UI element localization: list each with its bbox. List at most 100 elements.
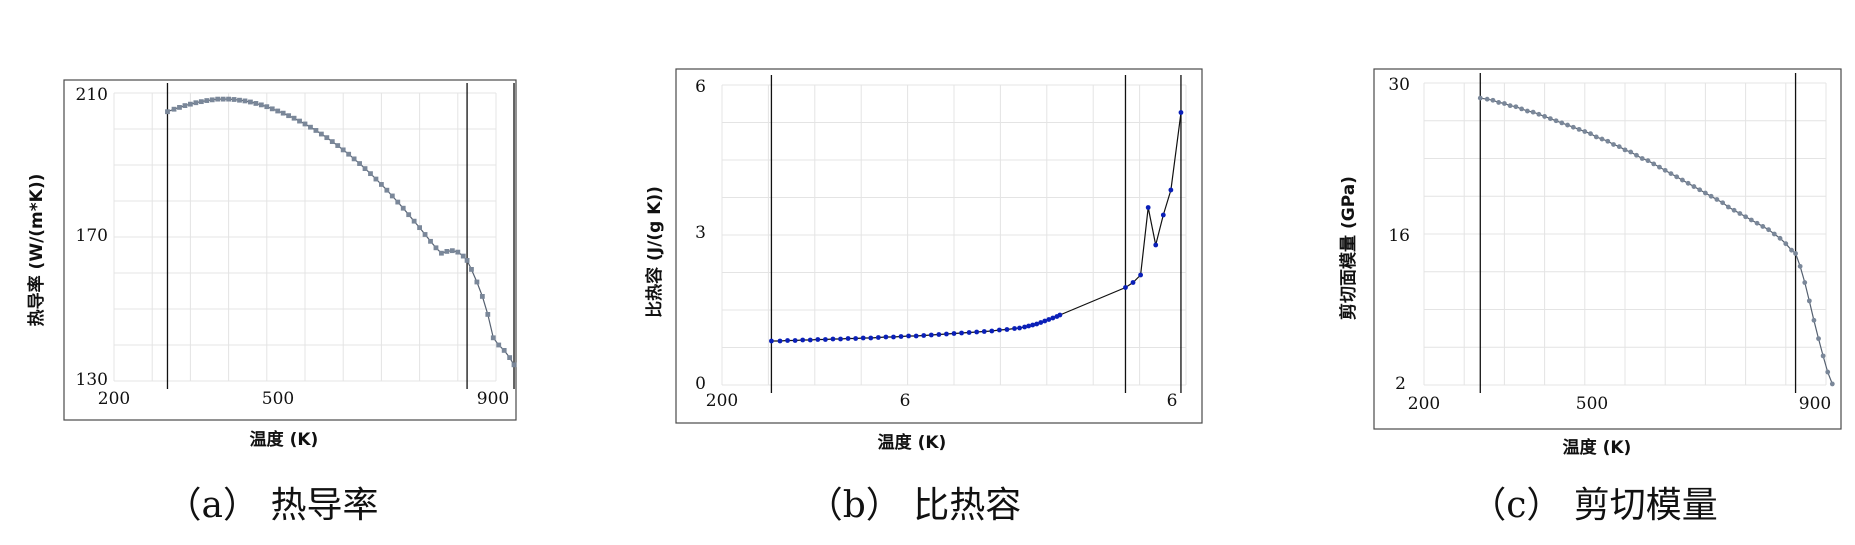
panel-a-xtick-mid: 500: [262, 389, 294, 409]
data-point: [792, 338, 798, 343]
data-point: [1720, 200, 1726, 206]
data-point: [1130, 280, 1136, 285]
data-point: [496, 342, 502, 348]
panel-c-xtick-mid: 500: [1576, 394, 1608, 414]
data-point: [830, 336, 836, 342]
data-point: [389, 193, 395, 199]
data-point: [1797, 263, 1803, 269]
data-point: [433, 245, 439, 251]
data-point: [845, 336, 851, 341]
data-point: [1639, 156, 1645, 161]
data-point: [1806, 298, 1812, 304]
data-point: [1766, 227, 1771, 233]
data-point: [507, 355, 513, 360]
data-point: [1145, 205, 1151, 210]
data-point: [248, 99, 253, 105]
panel-c-caption: （c） 剪切模量: [1470, 485, 1718, 526]
panel-b-frame: [675, 68, 1203, 424]
data-point: [474, 279, 480, 285]
data-point: [1628, 149, 1634, 155]
panel-c-ytick-max: 30: [1388, 75, 1410, 95]
data-point: [171, 106, 177, 112]
data-point: [1680, 177, 1685, 183]
data-point: [264, 104, 270, 110]
data-point: [340, 147, 346, 153]
data-point: [1536, 111, 1542, 117]
data-point: [177, 105, 182, 110]
data-point: [444, 249, 450, 254]
data-point: [291, 115, 297, 121]
data-point: [258, 102, 264, 108]
data-point: [384, 187, 390, 193]
data-point: [215, 96, 221, 102]
data-point: [373, 176, 379, 182]
data-point: [1651, 161, 1657, 167]
data-point: [959, 330, 964, 336]
data-point: [951, 331, 957, 336]
data-point: [1042, 318, 1048, 324]
data-point: [1017, 325, 1022, 331]
data-point: [1657, 164, 1662, 170]
data-point: [460, 253, 466, 259]
data-point: [1645, 158, 1651, 164]
data-point: [226, 96, 231, 102]
panel-a-grid: [113, 92, 497, 382]
data-point: [1030, 322, 1036, 328]
data-point: [479, 294, 485, 299]
data-point: [1737, 211, 1743, 216]
data-point: [1046, 317, 1052, 322]
data-point: [242, 98, 248, 104]
data-point: [335, 143, 341, 148]
panel-c-ytick-mid: 16: [1388, 226, 1410, 246]
data-point: [1168, 187, 1174, 193]
data-point: [1004, 327, 1010, 332]
data-point: [395, 199, 401, 205]
panel-a-thermal-conductivity: 210 170 130 200 500 900 温度 (K) 热导率 (W/(m…: [26, 79, 517, 526]
panel-a-ytick-min: 130: [76, 370, 108, 390]
panel-c-xtick-min: 200: [1408, 394, 1440, 414]
data-point: [815, 337, 821, 342]
data-point: [485, 312, 491, 317]
data-point: [898, 334, 904, 339]
data-point: [989, 328, 995, 334]
data-point: [807, 337, 813, 343]
data-point: [1811, 317, 1817, 323]
panel-b-xtick-1: 200: [706, 391, 738, 411]
data-point: [165, 109, 170, 115]
data-point: [1829, 381, 1835, 387]
data-point: [1547, 116, 1553, 121]
data-point: [822, 337, 828, 342]
data-point: [1153, 242, 1159, 248]
data-point: [1777, 235, 1783, 241]
data-point: [318, 131, 324, 137]
data-point: [928, 332, 934, 338]
data-point: [1760, 224, 1766, 229]
data-point: [351, 156, 357, 162]
data-point: [439, 250, 444, 256]
data-point: [1570, 124, 1576, 130]
data-point: [400, 205, 406, 211]
panel-c-frame: [1373, 68, 1842, 430]
panel-c-ylabel: 剪切面模量 (GPa): [1338, 176, 1359, 320]
panel-c-points: [1477, 95, 1835, 387]
panel-a-xlabel: 温度 (K): [250, 429, 319, 450]
data-point: [1662, 167, 1668, 173]
data-point: [428, 238, 433, 244]
data-point: [1611, 142, 1616, 147]
data-point: [193, 100, 199, 106]
panel-c-vlines: [1479, 73, 1797, 393]
data-point: [313, 128, 319, 133]
data-point: [1605, 138, 1611, 144]
data-point: [490, 335, 496, 341]
data-point: [1502, 101, 1507, 106]
data-point: [1754, 220, 1760, 226]
data-point: [209, 97, 215, 103]
data-point: [1138, 272, 1144, 278]
data-point: [1519, 106, 1525, 112]
data-point: [379, 182, 384, 187]
panel-b-ytick-mid: 3: [695, 223, 706, 243]
panel-c-shear-modulus: 30 16 2 200 500 900 温度 (K) 剪切面模量 (GPa) （…: [1338, 68, 1842, 526]
panel-b-specific-heat: 6 3 0 200 6 6 温度 (K) 比热容 (J/(g K)) （b） 比…: [644, 68, 1203, 526]
data-point: [1553, 118, 1559, 124]
